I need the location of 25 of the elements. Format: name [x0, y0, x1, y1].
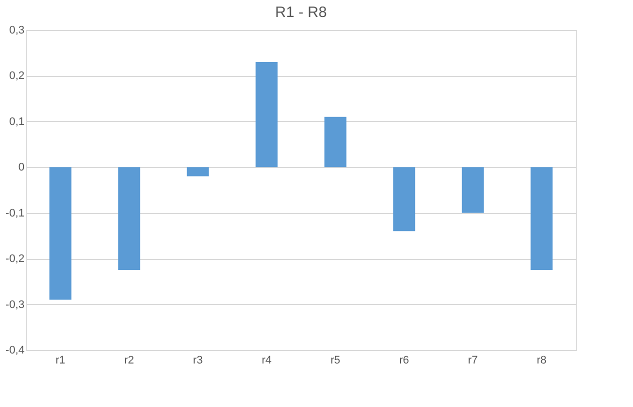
- x-tick-label: r8: [536, 354, 547, 366]
- y-tick-label: 0,1: [9, 116, 24, 128]
- y-tick-label: -0,4: [6, 344, 24, 356]
- y-tick-label: -0,2: [6, 253, 24, 266]
- y-tick-label: -0,1: [6, 207, 24, 220]
- bar: [49, 167, 72, 300]
- x-tick-label: r6: [399, 354, 410, 366]
- x-tick-label: r1: [55, 354, 66, 366]
- bar: [256, 62, 278, 168]
- bar: [118, 167, 140, 270]
- x-tick-label: r4: [262, 354, 272, 366]
- bar: [462, 167, 484, 213]
- x-tick-label: r3: [192, 354, 203, 366]
- x-tick-label: r2: [124, 354, 134, 366]
- y-tick-label: 0,2: [9, 70, 24, 82]
- y-tick-label: 0: [18, 162, 24, 174]
- x-tick-label: r5: [330, 354, 340, 366]
- bar: [324, 116, 346, 168]
- y-tick-label: 0,3: [9, 24, 24, 36]
- chart-title: R1 - R8: [275, 4, 327, 21]
- y-tick-label: -0,3: [6, 298, 24, 311]
- bar: [530, 167, 553, 270]
- bar: [186, 167, 209, 176]
- x-tick-label: r7: [468, 354, 478, 366]
- bar: [393, 167, 416, 232]
